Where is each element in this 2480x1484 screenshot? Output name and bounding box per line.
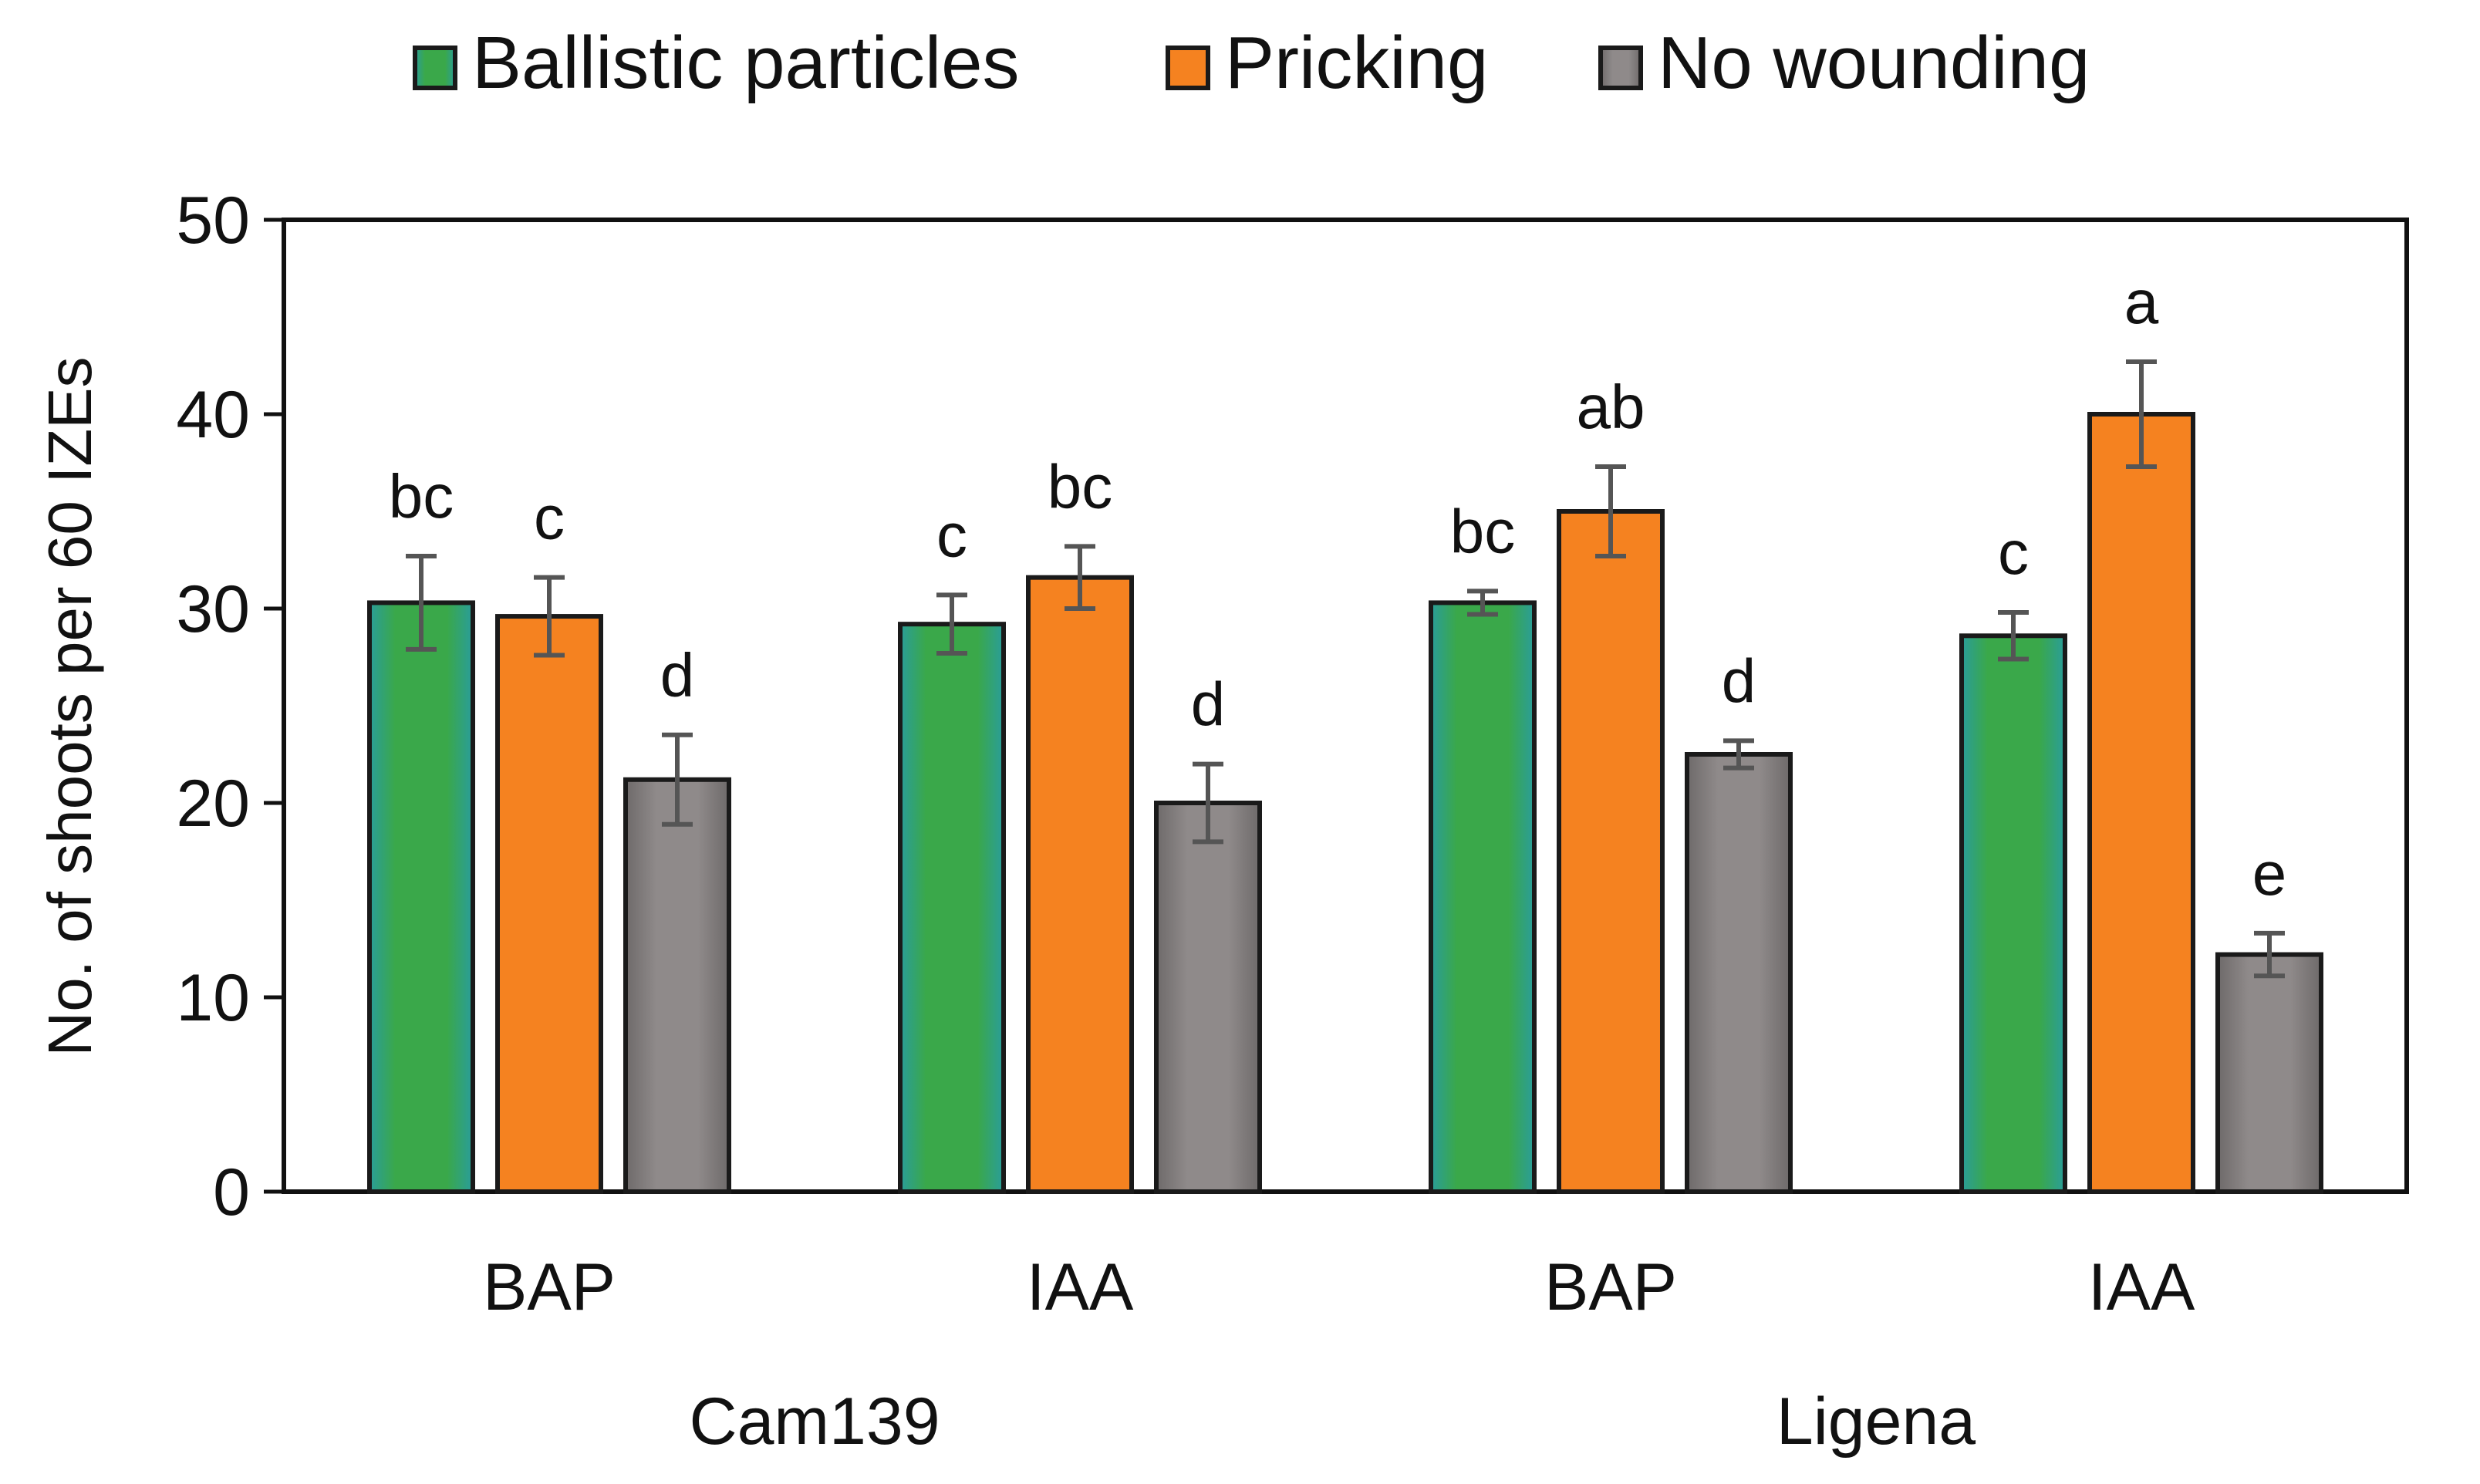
significance-label: c (534, 484, 565, 552)
y-tick-label: 0 (213, 1155, 250, 1229)
x-group-label: Ligena (1776, 1385, 1976, 1459)
legend: Ballistic particles Pricking No wounding (413, 22, 2090, 104)
legend-label-pricking: Pricking (1225, 22, 1488, 104)
significance-label: bc (1450, 497, 1516, 565)
bar (367, 600, 475, 1194)
bar (623, 777, 731, 1194)
error-bars (406, 359, 2285, 979)
x-group-label: Cam139 (689, 1385, 940, 1459)
y-axis: 0 10 20 30 40 50 (176, 184, 284, 1229)
bars (367, 412, 2323, 1195)
plot-frame (282, 218, 2409, 1194)
bar (1959, 633, 2067, 1194)
y-axis-label: No. of shoots per 60 IZEs (35, 356, 104, 1056)
significance-label: ab (1577, 373, 1645, 441)
legend-label-no-wounding: No wounding (1658, 22, 2090, 104)
x-category-label: BAP (483, 1250, 616, 1324)
y-tick-label: 10 (176, 961, 250, 1035)
bar (1154, 801, 1262, 1194)
bar (2215, 952, 2323, 1195)
bar (1685, 752, 1793, 1194)
x-category-label: IAA (1027, 1250, 1134, 1324)
bar (495, 614, 603, 1194)
bar (898, 622, 1006, 1194)
significance-label: c (1998, 518, 2029, 587)
significance-label: bc (389, 462, 454, 531)
x-category-label: IAA (2088, 1250, 2195, 1324)
significance-label: d (1722, 646, 1756, 715)
significance-label: d (1191, 670, 1226, 739)
bar (1429, 600, 1537, 1194)
legend-swatch-pricking (1166, 46, 1210, 90)
significance-label: c (936, 501, 967, 569)
y-tick-label: 20 (176, 767, 250, 841)
significance-label: e (2252, 839, 2287, 908)
x-category-label: BAP (1544, 1250, 1677, 1324)
bar (1557, 509, 1665, 1194)
y-tick-label: 40 (176, 378, 250, 452)
significance-label: a (2124, 268, 2159, 336)
x-axis-categories: BAP IAA BAP IAA (483, 1250, 2195, 1324)
significance-label: d (660, 641, 695, 710)
legend-swatch-ballistic (413, 46, 457, 90)
bar (1026, 575, 1134, 1194)
legend-label-ballistic: Ballistic particles (472, 22, 1020, 104)
y-tick-label: 50 (176, 184, 250, 258)
bar (2087, 412, 2195, 1194)
legend-swatch-no-wounding (1598, 46, 1643, 90)
x-axis-groups: Cam139 Ligena (689, 1385, 1976, 1459)
y-tick-label: 30 (176, 572, 250, 646)
significance-label: bc (1048, 452, 1113, 521)
